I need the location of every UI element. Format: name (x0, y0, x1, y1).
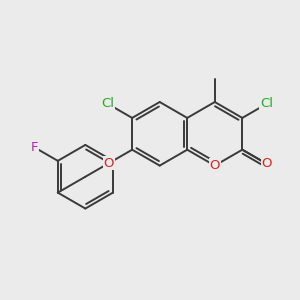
Text: O: O (209, 159, 220, 172)
Text: O: O (103, 157, 114, 170)
Text: F: F (31, 141, 38, 154)
Text: Cl: Cl (260, 98, 273, 110)
Text: O: O (261, 157, 272, 170)
Text: Cl: Cl (101, 98, 114, 110)
